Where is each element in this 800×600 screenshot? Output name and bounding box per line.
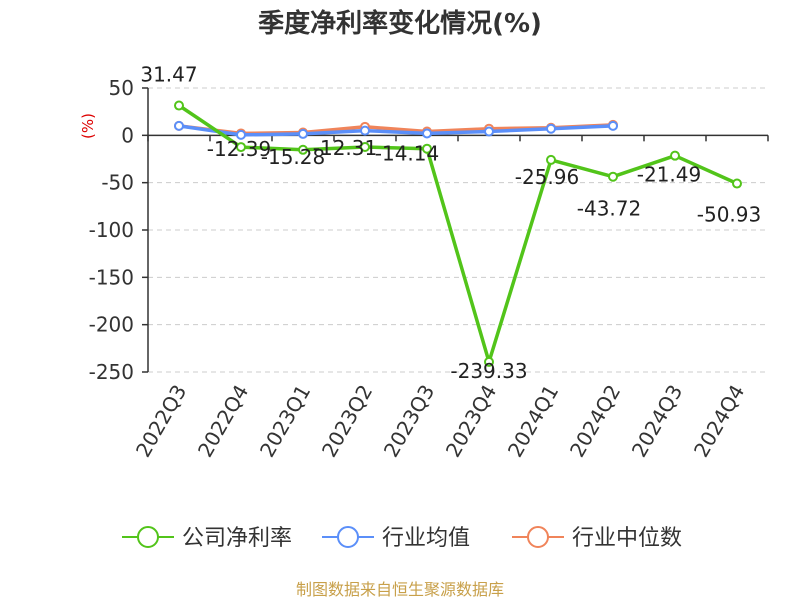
source-note: 制图数据来自恒生聚源数据库 <box>296 580 504 599</box>
data-point <box>298 144 308 155</box>
legend-item[interactable]: 行业均值 <box>322 526 470 551</box>
data-label: -43.72 <box>577 197 641 221</box>
legend-marker <box>527 526 549 548</box>
data-point <box>608 171 618 182</box>
x-tick-label: 2024Q1 <box>503 381 563 462</box>
data-point <box>174 120 184 131</box>
data-point <box>546 123 556 134</box>
legend-label: 行业均值 <box>382 526 470 551</box>
x-tick-label: 2024Q4 <box>689 381 749 462</box>
x-tick-label: 2022Q4 <box>193 381 253 462</box>
legend-item[interactable]: 行业中位数 <box>512 526 682 551</box>
x-tick-label: 2022Q3 <box>131 381 191 462</box>
legend[interactable]: 公司净利率 行业均值 行业中位数 <box>122 526 682 551</box>
data-point <box>422 143 432 154</box>
data-label: -12.39 <box>207 137 271 161</box>
data-point <box>298 128 308 139</box>
data-point <box>236 142 246 153</box>
y-tick-label: -50 <box>101 171 134 195</box>
legend-item[interactable]: 公司净利率 <box>122 526 292 551</box>
legend-marker <box>137 526 159 548</box>
data-label: -239.33 <box>450 359 527 383</box>
x-tick-label: 2023Q3 <box>379 381 439 462</box>
data-point <box>174 100 184 111</box>
y-tick-label: 0 <box>121 123 134 147</box>
x-tick-label: 2024Q2 <box>565 381 625 462</box>
data-labels: 31.47 -12.39-15.28-12.31-14.14 -239.33 -25.… <box>140 63 761 383</box>
y-tick-label: -100 <box>89 218 134 242</box>
chart-title: 季度净利率变化情况(%) <box>258 8 542 39</box>
x-tick-label: 2023Q4 <box>441 381 501 462</box>
grid <box>148 87 768 373</box>
data-label: -12.31 <box>313 136 377 160</box>
legend-marker <box>337 526 359 548</box>
data-label: -25.96 <box>515 165 579 189</box>
legend-label: 公司净利率 <box>182 526 292 551</box>
y-tick-label: -250 <box>89 360 134 384</box>
y-tick-label: -150 <box>89 265 134 289</box>
data-point <box>360 125 370 136</box>
y-axis-unit-label: (%) <box>79 113 97 139</box>
series-line <box>178 104 738 364</box>
x-tick-label: 2023Q2 <box>317 381 377 462</box>
data-label: -50.93 <box>697 203 761 227</box>
x-tick-label: 2023Q1 <box>255 381 315 462</box>
data-point <box>484 126 494 137</box>
legend-label: 行业中位数 <box>572 526 682 551</box>
data-label: -15.28 <box>261 145 325 169</box>
data-point <box>546 154 556 165</box>
data-label: -21.49 <box>637 163 701 187</box>
x-tick-label: 2024Q3 <box>627 381 687 462</box>
series-line <box>178 124 614 137</box>
y-tick-label: 50 <box>109 76 134 100</box>
data-label: 31.47 <box>140 63 197 87</box>
data-label: -14.14 <box>375 142 439 166</box>
data-point <box>360 141 370 152</box>
data-point <box>608 120 618 131</box>
data-point <box>422 128 432 139</box>
y-tick-label: -200 <box>89 313 134 337</box>
data-point <box>484 356 494 367</box>
series-layer <box>174 100 742 367</box>
data-point <box>732 178 742 189</box>
data-point <box>236 129 246 140</box>
data-point <box>670 150 680 161</box>
